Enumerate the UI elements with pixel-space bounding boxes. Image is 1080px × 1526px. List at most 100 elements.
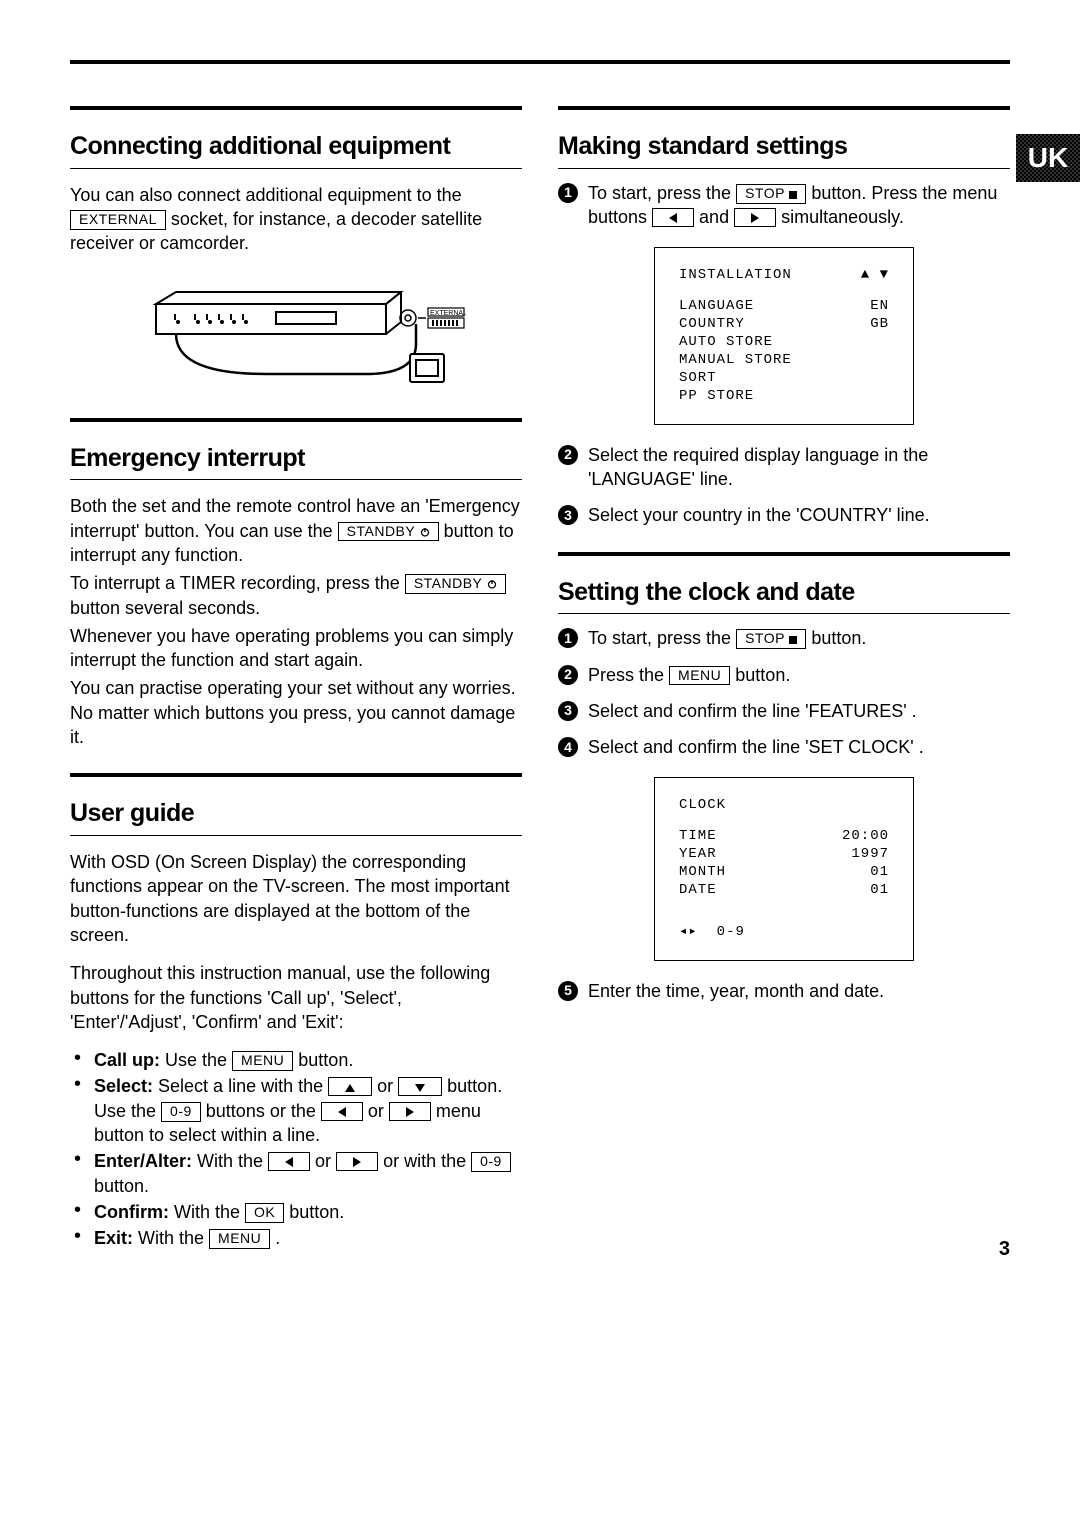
osd-row: SORT [679, 369, 889, 387]
text: or [310, 1151, 336, 1171]
osd-footer: 0-9 [717, 924, 745, 940]
text: . [270, 1228, 280, 1248]
right-button [734, 208, 776, 227]
label: Call up: [94, 1050, 160, 1070]
text: button. [806, 628, 866, 648]
section-rule [70, 418, 522, 422]
section-emergency: Emergency interrupt Both the set and the… [70, 418, 522, 750]
menu-button: MENU [669, 666, 730, 686]
triangle-right-icon [353, 1157, 361, 1167]
standby-button: STANDBY [405, 574, 506, 594]
list-item: Confirm: With the OK button. [70, 1200, 522, 1224]
digits-button: 0-9 [471, 1152, 511, 1172]
osd-installation: INSTALLATION ▲ ▼ LANGUAGEENCOUNTRYGBAUTO… [654, 247, 914, 424]
right-button [336, 1152, 378, 1171]
osd-row: AUTO STORE [679, 333, 889, 351]
osd-row: TIME20:00 [679, 827, 889, 845]
text: button. [730, 665, 790, 685]
section-standard-settings: Making standard settings 1 To start, pre… [558, 106, 1010, 528]
triangle-up-icon [345, 1084, 355, 1092]
digits-button: 0-9 [161, 1102, 201, 1122]
page-number: 3 [999, 1236, 1010, 1263]
osd-title: CLOCK [679, 796, 889, 814]
osd-nav-icons: ◂▸ [679, 924, 717, 940]
osd-row: DATE01 [679, 881, 889, 899]
heading-underline [70, 835, 522, 836]
text: button. [284, 1202, 344, 1222]
osd-clock: CLOCK TIME20:00YEAR1997MONTH01DATE01 ◂▸ … [654, 777, 914, 960]
left-button [652, 208, 694, 227]
step-number: 4 [558, 737, 578, 757]
label: Select: [94, 1076, 153, 1096]
section-user-guide: User guide With OSD (On Screen Display) … [70, 773, 522, 1250]
step-list: 1 To start, press the STOP button. Press… [558, 181, 1010, 230]
text: With the [169, 1202, 245, 1222]
ok-button: OK [245, 1203, 284, 1223]
list-item: Select: Select a line with the or button… [70, 1074, 522, 1147]
heading-connecting: Connecting additional equipment [70, 130, 522, 164]
heading-underline [70, 168, 522, 169]
power-icon [487, 579, 497, 589]
text: buttons or the [201, 1101, 321, 1121]
triangle-right-icon [406, 1107, 414, 1117]
triangle-left-icon [338, 1107, 346, 1117]
text: Select and confirm the line 'SET CLOCK' … [588, 737, 924, 757]
down-button [398, 1077, 442, 1096]
step: 1 To start, press the STOP button. Press… [558, 181, 1010, 230]
text: button. [94, 1176, 149, 1196]
step-number: 1 [558, 183, 578, 203]
up-button [328, 1077, 372, 1096]
text: With the [133, 1228, 209, 1248]
text: Select your country in the 'COUNTRY' lin… [588, 505, 930, 525]
step: 2 Press the MENU button. [558, 663, 1010, 687]
heading-user-guide: User guide [70, 797, 522, 831]
step: 3Select and confirm the line 'FEATURES' … [558, 699, 1010, 723]
right-column: Making standard settings 1 To start, pre… [558, 82, 1010, 1253]
osd-nav-icons: ▲ ▼ [861, 266, 889, 284]
text: Enter the time, year, month and date. [588, 981, 884, 1001]
menu-button: MENU [209, 1229, 270, 1249]
text: To start, press the [588, 628, 736, 648]
osd-title: INSTALLATION [679, 266, 792, 284]
step-list: 1 To start, press the STOP button. 2 Pre… [558, 626, 1010, 759]
triangle-left-icon [669, 213, 677, 223]
text: or [372, 1076, 398, 1096]
text: button several seconds. [70, 598, 260, 618]
para: You can also connect additional equipmen… [70, 183, 522, 256]
text: simultaneously. [776, 207, 904, 227]
two-column-layout: Connecting additional equipment You can … [70, 82, 1010, 1253]
triangle-right-icon [751, 213, 759, 223]
step: 5Enter the time, year, month and date. [558, 979, 1010, 1003]
step-list: 5Enter the time, year, month and date. [558, 979, 1010, 1003]
osd-row: MANUAL STORE [679, 351, 889, 369]
list-item: Exit: With the MENU . [70, 1226, 522, 1250]
osd-row: MONTH01 [679, 863, 889, 881]
step: 2 Select the required display language in… [558, 443, 1010, 492]
text: Press the [588, 665, 669, 685]
heading-clock: Setting the clock and date [558, 576, 1010, 610]
stop-icon [789, 636, 797, 644]
heading-underline [558, 168, 1010, 169]
heading-standard-settings: Making standard settings [558, 130, 1010, 164]
section-clock: Setting the clock and date 1 To start, p… [558, 552, 1010, 1003]
step-number: 3 [558, 701, 578, 721]
language-badge: UK [1016, 134, 1080, 182]
left-column: Connecting additional equipment You can … [70, 82, 522, 1253]
section-rule [558, 106, 1010, 110]
para: Throughout this instruction manual, use … [70, 961, 522, 1034]
para: With OSD (On Screen Display) the corresp… [70, 850, 522, 947]
step: 4 Select and confirm the line 'SET CLOCK'… [558, 735, 1010, 759]
text: With the [192, 1151, 268, 1171]
stop-button: STOP [736, 629, 806, 649]
label: Exit: [94, 1228, 133, 1248]
label: Enter/Alter: [94, 1151, 192, 1171]
text: Select the required display language in … [588, 445, 928, 489]
step-number: 2 [558, 445, 578, 465]
text: Use the [160, 1050, 232, 1070]
osd-row: PP STORE [679, 387, 889, 405]
list-item: Enter/Alter: With the or or with the 0-9… [70, 1149, 522, 1198]
text: Select a line with the [153, 1076, 328, 1096]
standby-button: STANDBY [338, 522, 439, 542]
step-number: 1 [558, 628, 578, 648]
text: or [363, 1101, 389, 1121]
